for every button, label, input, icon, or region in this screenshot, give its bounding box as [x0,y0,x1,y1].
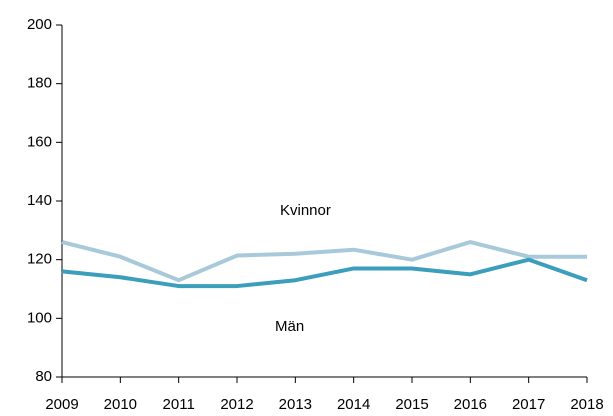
x-tick-label: 2015 [395,396,428,413]
y-tick-label: 140 [27,192,52,209]
series-line [61,240,587,283]
x-tick-label: 2009 [45,396,78,413]
series-label: Män [275,318,304,335]
series-line [61,257,588,289]
y-tick-label: 160 [27,133,52,150]
y-tick-label: 120 [27,251,52,268]
x-tick-label: 2018 [570,396,603,413]
y-tick-label: 180 [27,75,52,92]
x-tick-label: 2010 [104,396,137,413]
y-tick-label: 200 [27,16,52,33]
x-tick-label: 2012 [220,396,253,413]
series-label: Kvinnor [280,202,331,219]
y-tick-label: 80 [35,368,52,385]
x-tick-label: 2017 [512,396,545,413]
x-tick-label: 2016 [454,396,487,413]
y-tick-label: 100 [27,309,52,326]
x-tick-label: 2011 [163,396,195,413]
x-tick-label: 2013 [279,396,312,413]
x-tick-label: 2014 [337,396,370,413]
